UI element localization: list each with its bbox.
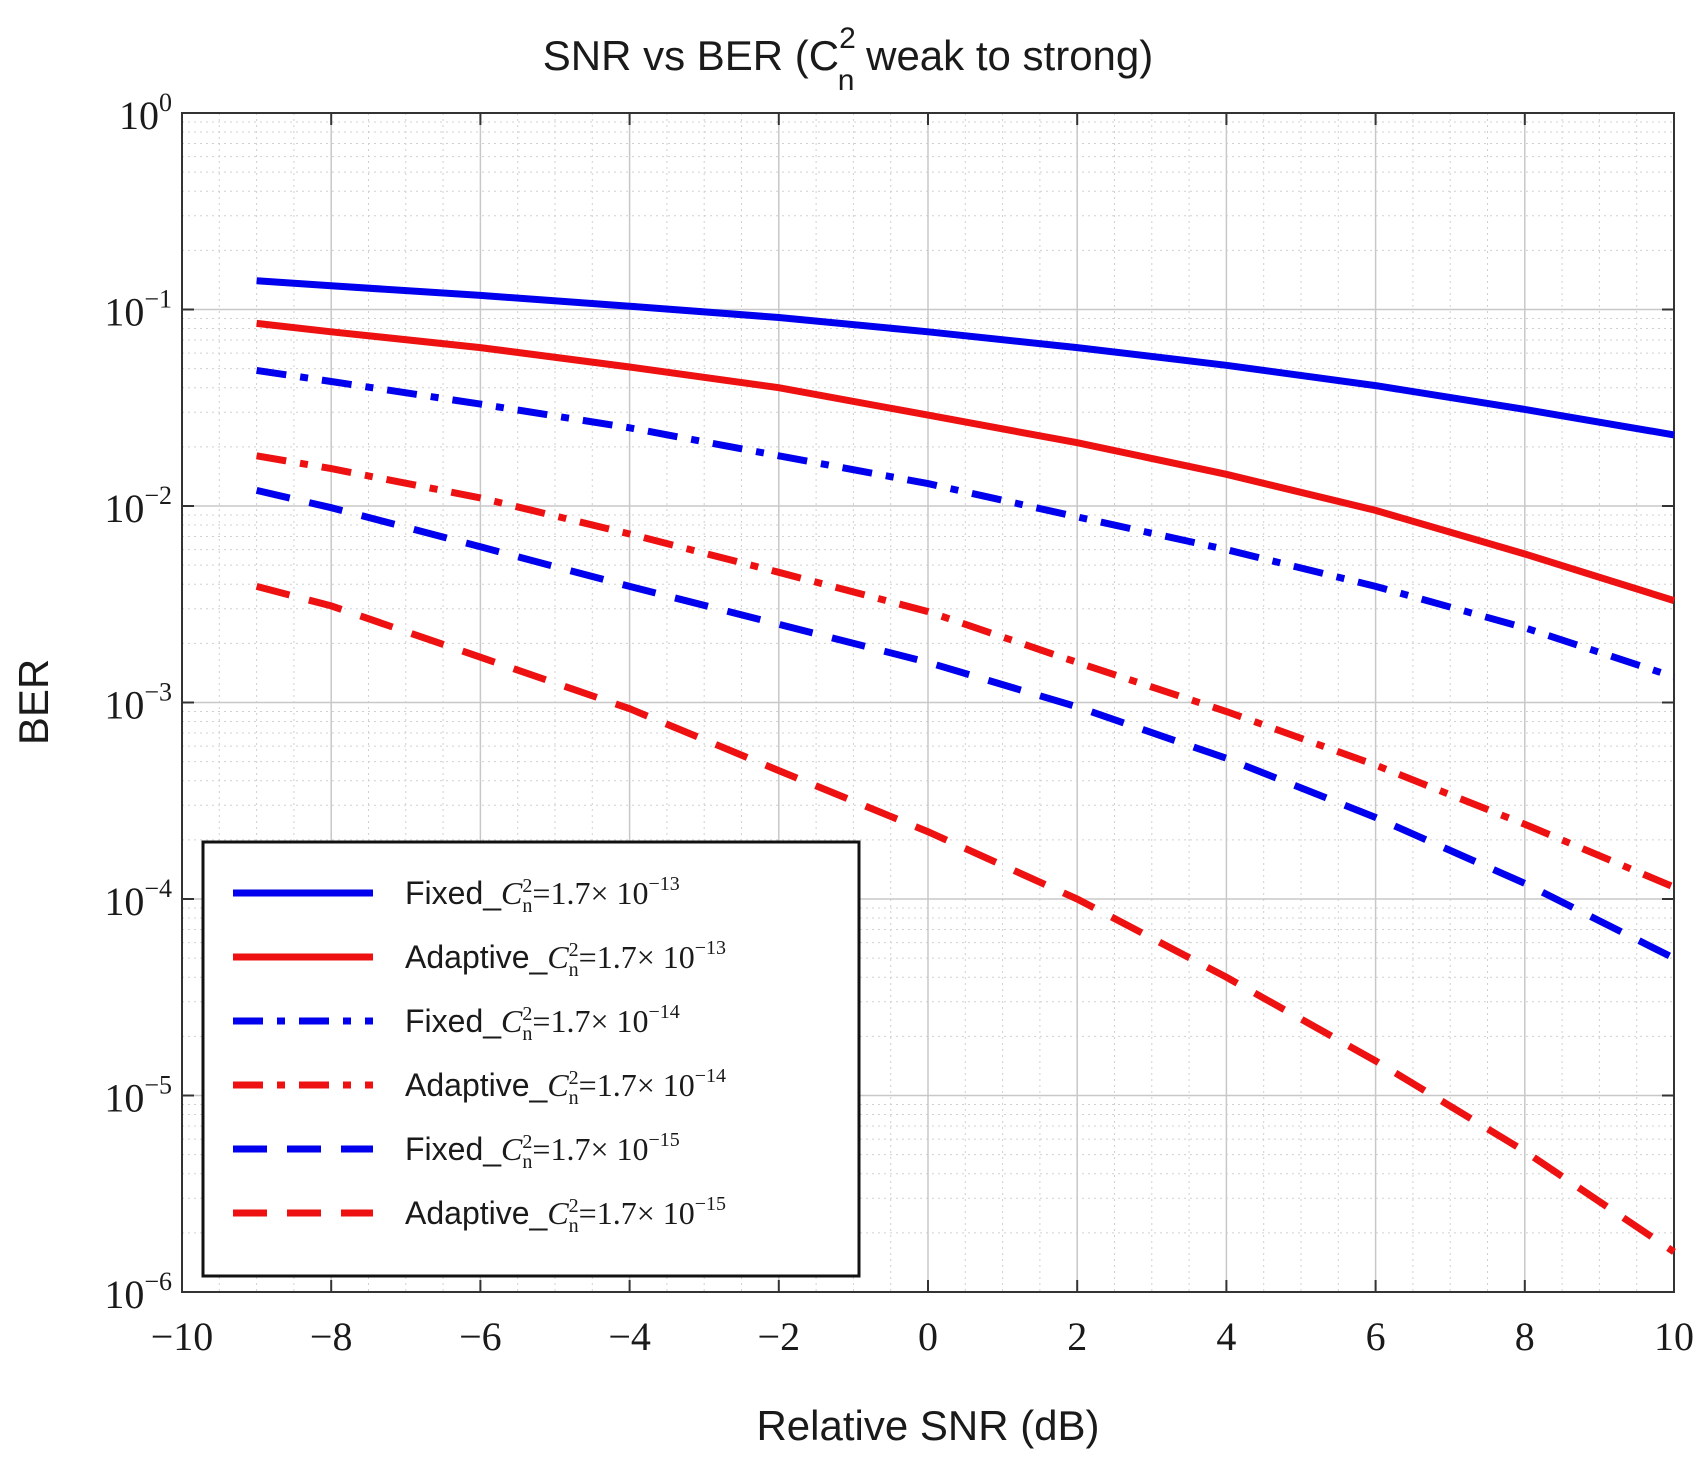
series-lines <box>255 277 1676 1255</box>
legend: Fixed_C2 n=1.7× 10−13 Adaptive_C2 n=1.7× 10… <box>201 840 861 1278</box>
y-tick-label: 10−4 <box>104 874 172 924</box>
legend-label: Adaptive_C2 n=1.7× 10−15 <box>405 1193 726 1237</box>
x-tick-label: 4 <box>1216 1314 1236 1359</box>
y-tick-label: 10−6 <box>104 1267 172 1317</box>
x-tick-label: −6 <box>459 1314 502 1359</box>
x-tick-label: −4 <box>608 1314 651 1359</box>
x-axis-label: Relative SNR (dB) <box>756 1402 1099 1449</box>
x-tick-label: −2 <box>758 1314 801 1359</box>
x-tick-label: 8 <box>1515 1314 1535 1359</box>
legend-label: Fixed_C2 n=1.7× 10−13 <box>405 873 680 917</box>
series-line-fixed-dashed <box>255 486 1676 962</box>
x-tick-label: 10 <box>1654 1314 1694 1359</box>
y-tick-label: 10−3 <box>104 678 172 728</box>
chart-title: SNR vs BER (C2 n weak to strong) <box>543 22 1154 97</box>
y-axis-label: BER <box>10 659 57 745</box>
axis-ticks: −10 −8 −6 −4 −2 0 2 4 6 8 10 100 10−1 10−2 10−3 10−4 10−… <box>104 88 1694 1359</box>
chart-title-rest: weak to strong) <box>854 32 1153 79</box>
legend-label: Adaptive_C2 n=1.7× 10−13 <box>405 937 726 981</box>
legend-label: Adaptive_C2 n=1.7× 10−14 <box>405 1065 726 1109</box>
y-tick-label: 100 <box>119 88 172 138</box>
x-tick-label: −8 <box>310 1314 353 1359</box>
x-tick-label: 6 <box>1366 1314 1386 1359</box>
y-tick-label: 10−1 <box>104 285 172 335</box>
y-tick-label: 10−5 <box>104 1071 172 1121</box>
chart-title-sup: 2 <box>839 22 856 55</box>
x-tick-label: 0 <box>918 1314 938 1359</box>
x-tick-label: −10 <box>151 1314 214 1359</box>
legend-label: Fixed_C2 n=1.7× 10−14 <box>405 1001 680 1045</box>
chart-title-sub: n <box>838 64 855 97</box>
legend-box <box>201 840 861 1278</box>
y-tick-label: 10−2 <box>104 481 172 531</box>
chart-title-main: SNR vs BER (C <box>543 32 839 79</box>
x-tick-label: 2 <box>1067 1314 1087 1359</box>
legend-label: Fixed_C2 n=1.7× 10−15 <box>405 1129 680 1173</box>
